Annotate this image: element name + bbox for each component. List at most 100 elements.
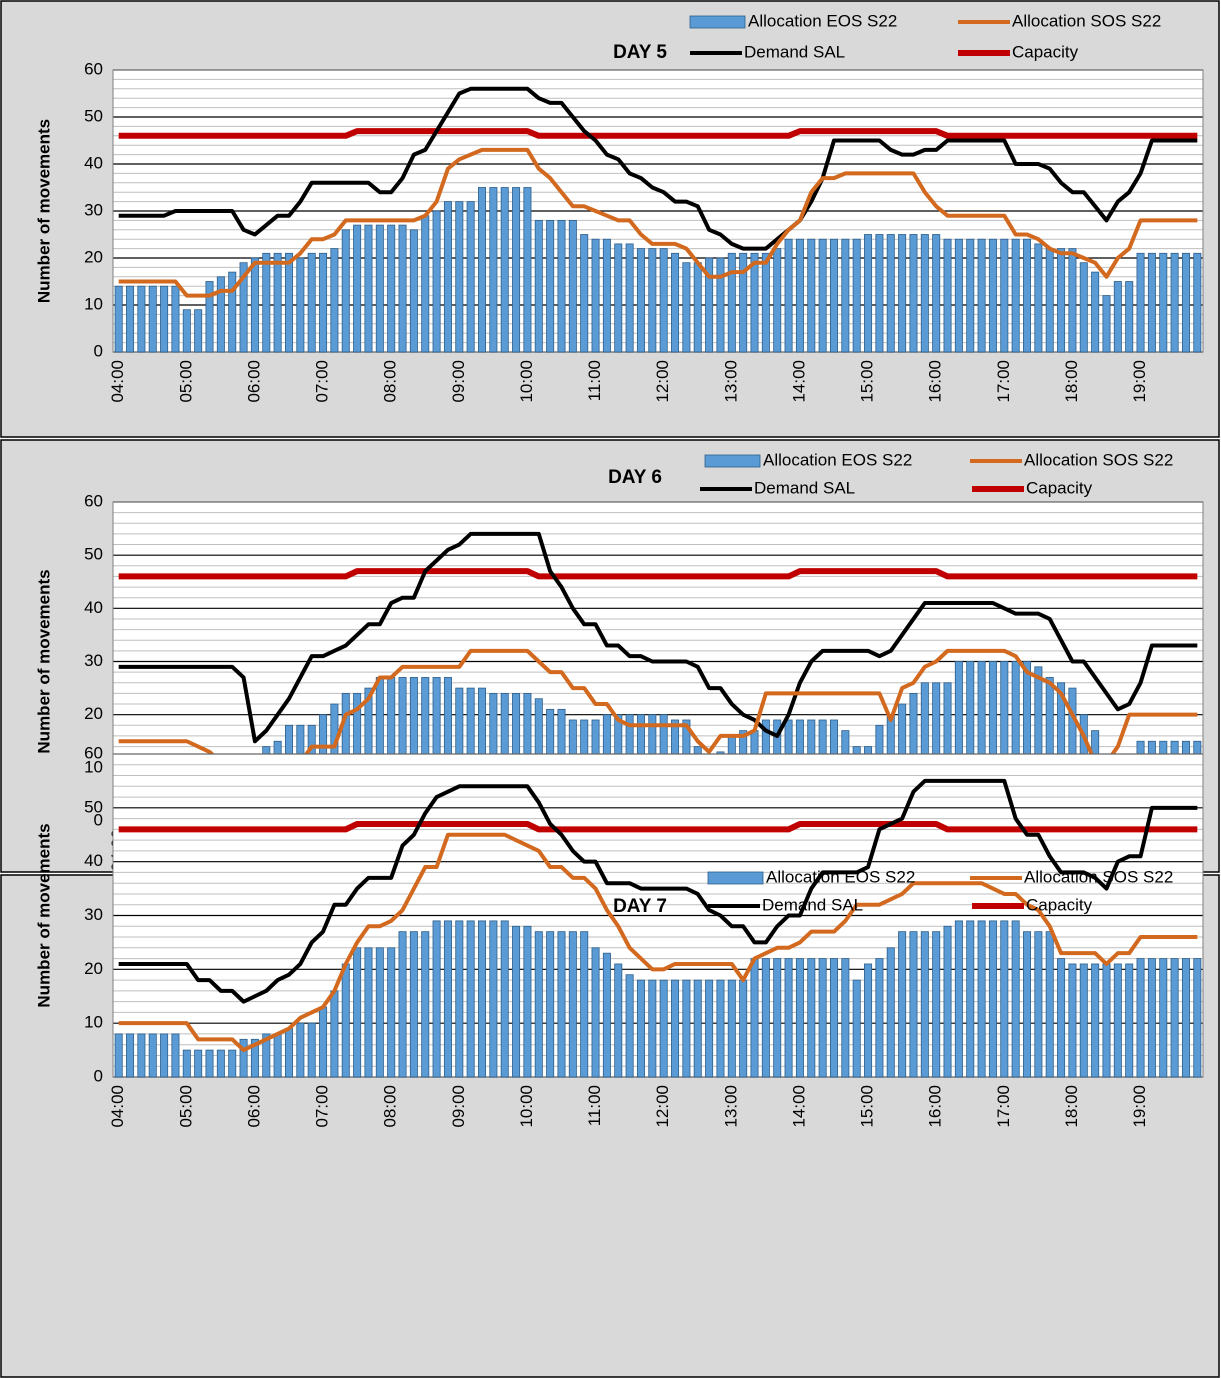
- y-tick-label: 10: [84, 757, 103, 776]
- bar: [273, 252, 282, 353]
- legend-label: Demand SAL: [762, 895, 863, 914]
- bar: [353, 947, 362, 1078]
- legend-swatch: [707, 871, 764, 885]
- bar: [1000, 238, 1009, 353]
- bar: [114, 1033, 123, 1078]
- bar: [602, 238, 611, 353]
- bar: [1079, 963, 1088, 1078]
- plot-border: [112, 69, 1204, 353]
- bar: [614, 243, 623, 353]
- series-line: [118, 778, 1198, 1004]
- bar: [716, 979, 725, 1078]
- y-tick-label: 40: [84, 153, 103, 172]
- bar: [1193, 958, 1202, 1078]
- y-tick-label: 40: [84, 851, 103, 870]
- bar: [784, 238, 793, 353]
- bar: [1147, 252, 1156, 353]
- legend-label: Allocation EOS S22: [763, 450, 912, 469]
- x-tick-label: 18:00: [1062, 1085, 1081, 1128]
- bar: [875, 234, 884, 353]
- bar: [671, 979, 680, 1078]
- bar: [1091, 271, 1100, 353]
- bar: [284, 252, 293, 353]
- legend-label: Capacity: [1026, 895, 1093, 914]
- bar: [716, 257, 725, 353]
- bar: [1159, 252, 1168, 353]
- bar: [1181, 252, 1190, 353]
- y-tick-label: 30: [84, 905, 103, 924]
- bar: [784, 958, 793, 1078]
- bar: [409, 229, 418, 353]
- bar: [625, 243, 634, 353]
- bar: [648, 979, 657, 1078]
- bar: [1113, 281, 1122, 353]
- bar: [1193, 252, 1202, 353]
- x-tick-label: 15:00: [858, 360, 877, 403]
- bar: [773, 958, 782, 1078]
- bar: [727, 979, 736, 1078]
- bar: [659, 979, 668, 1078]
- bar: [319, 1006, 328, 1078]
- series-line: [118, 86, 1198, 251]
- bar: [546, 931, 555, 1078]
- bar: [421, 215, 430, 353]
- bar: [148, 285, 157, 353]
- bar: [1045, 931, 1054, 1078]
- bar: [1102, 295, 1111, 353]
- bar: [262, 1033, 271, 1078]
- bar: [1034, 931, 1043, 1078]
- bar: [829, 958, 838, 1078]
- x-tick-label: 07:00: [313, 1085, 332, 1128]
- bar: [216, 1049, 225, 1078]
- bar: [1125, 963, 1134, 1078]
- bar: [330, 990, 339, 1078]
- x-tick-label: 12:00: [653, 1085, 672, 1128]
- bar: [795, 238, 804, 353]
- y-axis-label: Number of movements: [34, 119, 53, 303]
- bar: [739, 979, 748, 1078]
- legend-swatch: [689, 15, 746, 29]
- legend-label: Allocation EOS S22: [766, 867, 915, 886]
- x-tick-label: 11:00: [585, 360, 604, 401]
- bar: [1045, 248, 1054, 353]
- bar: [852, 238, 861, 353]
- bar: [546, 219, 555, 353]
- bar: [534, 219, 543, 353]
- bar: [841, 958, 850, 1078]
- legend-swatch: [704, 454, 761, 468]
- legend-label: Capacity: [1012, 42, 1079, 61]
- bar: [886, 947, 895, 1078]
- legend-label: Allocation SOS S22: [1024, 450, 1173, 469]
- bar: [966, 238, 975, 353]
- bar: [682, 979, 691, 1078]
- bar: [375, 947, 384, 1078]
- bar: [614, 963, 623, 1078]
- bar: [1011, 238, 1020, 353]
- bar: [920, 931, 929, 1078]
- bar: [409, 931, 418, 1078]
- bar: [171, 285, 180, 353]
- bar: [1068, 248, 1077, 353]
- y-tick-label: 40: [84, 598, 103, 617]
- bar: [466, 920, 475, 1078]
- bar: [852, 979, 861, 1078]
- bar: [296, 257, 305, 353]
- x-tick-label: 15:00: [858, 1085, 877, 1128]
- bar: [205, 1049, 214, 1078]
- bar: [455, 920, 464, 1078]
- bar: [160, 285, 169, 353]
- bar: [1034, 243, 1043, 353]
- bar: [126, 285, 135, 353]
- y-tick-label: 30: [84, 651, 103, 670]
- bar: [1170, 252, 1179, 353]
- y-tick-label: 10: [84, 1013, 103, 1032]
- x-tick-label: 17:00: [994, 360, 1013, 403]
- bar: [818, 238, 827, 353]
- chart-panel: 0 10 20 30 40 50 60 04:00 05:00 06:00 07:00 08:00 09…: [0, 0, 1220, 438]
- bar: [182, 1049, 191, 1078]
- bar: [966, 920, 975, 1078]
- bar: [750, 252, 759, 353]
- bar: [1023, 238, 1032, 353]
- bar: [977, 238, 986, 353]
- bar: [943, 238, 952, 353]
